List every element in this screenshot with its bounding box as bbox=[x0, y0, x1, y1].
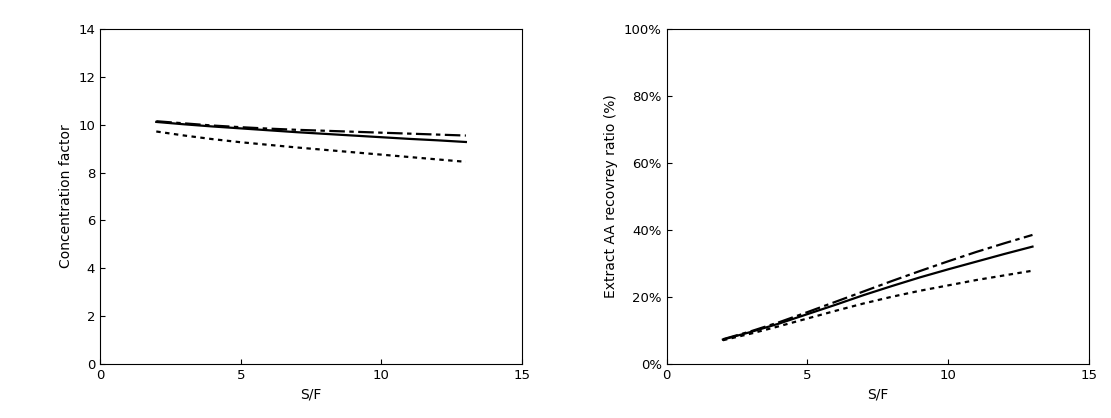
X-axis label: S/F: S/F bbox=[300, 387, 322, 401]
Y-axis label: Concentration factor: Concentration factor bbox=[59, 125, 72, 268]
Y-axis label: Extract AA recovrey ratio (%): Extract AA recovrey ratio (%) bbox=[604, 94, 619, 298]
X-axis label: S/F: S/F bbox=[867, 387, 889, 401]
